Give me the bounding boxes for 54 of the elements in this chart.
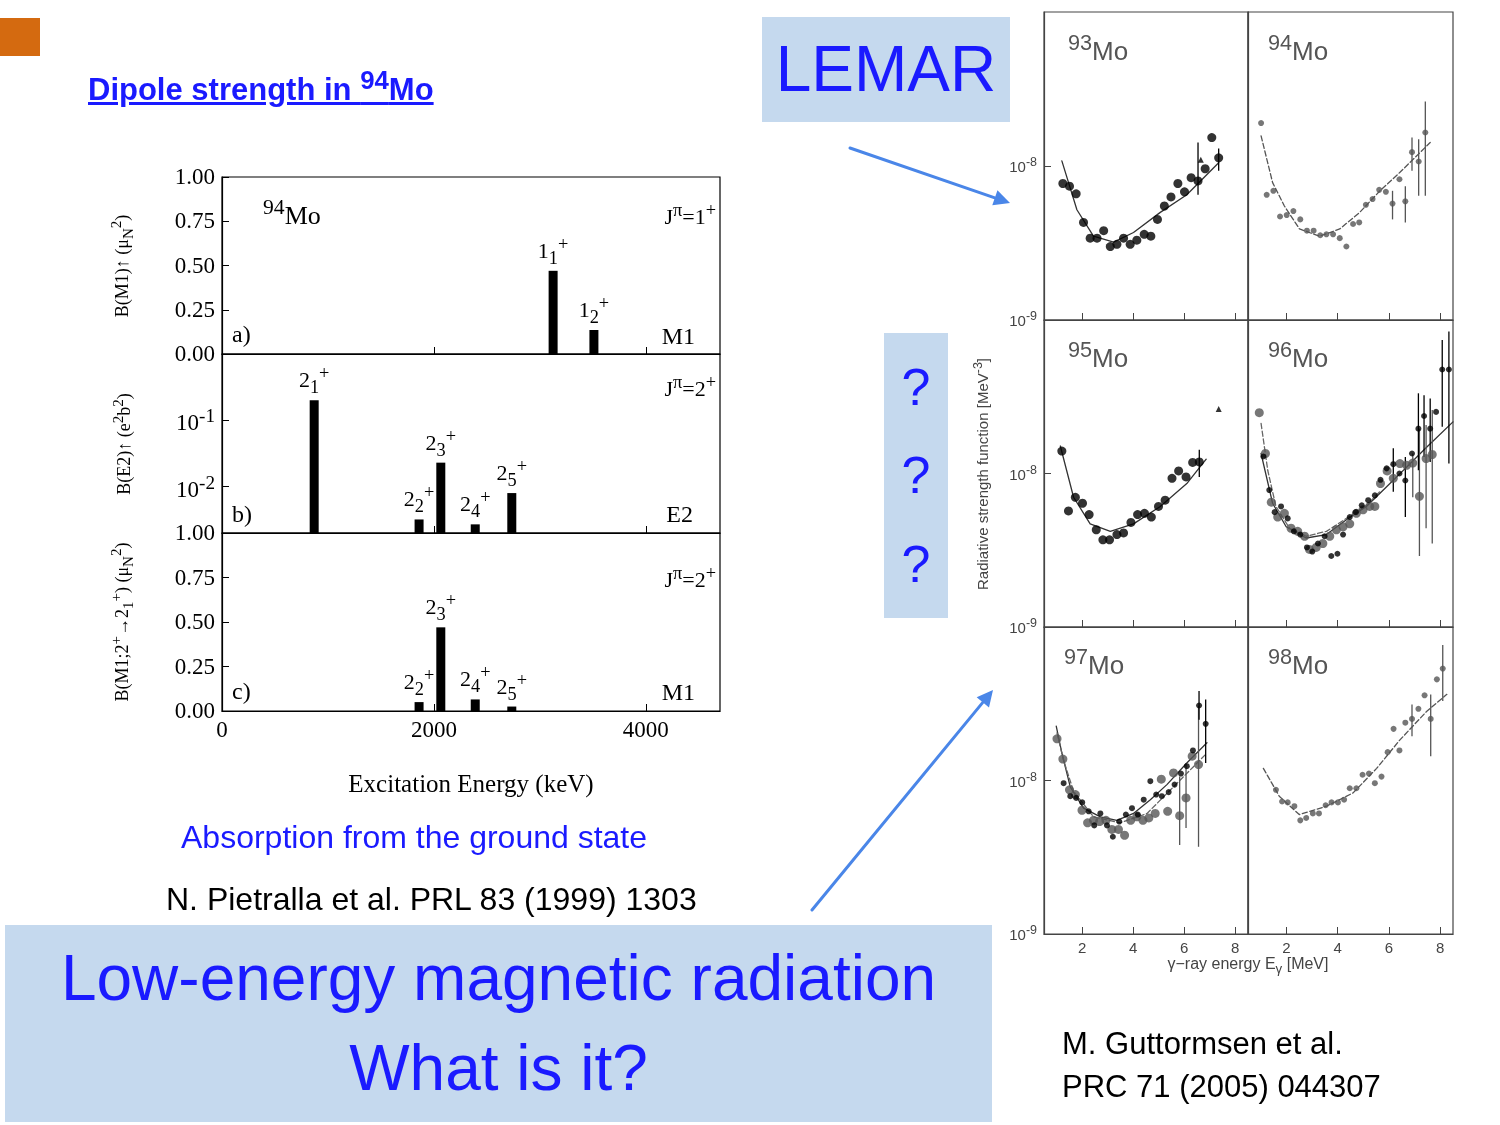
- x-axis-title: γ−ray energy E$_{γ}$ [MeV]: [1167, 955, 1329, 977]
- y-tick-label: 0.25: [174, 297, 215, 323]
- x-tick-label: 2: [1078, 939, 1087, 957]
- y-tick-label: 10$^{-8}$: [1009, 462, 1037, 484]
- y-tick-label: 0.75: [174, 564, 215, 591]
- text: LEMAR: [762, 17, 1010, 122]
- annotation: c): [232, 677, 251, 706]
- x-axis-title: Excitation Energy (keV): [348, 770, 594, 798]
- x-tick-label: 4: [1333, 939, 1342, 957]
- annotation: $^{95}$Mo: [1068, 337, 1129, 374]
- x-tick-label: 6: [1384, 939, 1394, 957]
- y-tick-label: 0.50: [174, 252, 215, 279]
- annotation: $^{94}$Mo: [263, 194, 321, 231]
- annotation: $^{94}$Mo: [1268, 30, 1329, 67]
- x-tick-label: 8: [1436, 939, 1445, 957]
- text: M. Guttormsen et al. PRC 71 (2005) 044307: [1062, 1025, 1381, 1107]
- x-tick-label: 0: [216, 717, 228, 743]
- y-tick-label: 1.00: [174, 520, 215, 546]
- annotation: $^{98}$Mo: [1268, 644, 1329, 681]
- annotation: b): [232, 500, 252, 529]
- x-tick-label: 4000: [622, 717, 669, 743]
- annotation: $^{93}$Mo: [1068, 30, 1129, 67]
- x-tick-label: 6: [1180, 939, 1189, 957]
- annotation: J$^{π}$=2$^{+}$: [664, 372, 716, 403]
- y-tick-label: 0.75: [174, 208, 215, 234]
- y-tick-label: 0.50: [174, 609, 215, 635]
- text: ? ? ?: [884, 333, 948, 618]
- annotation: M1: [661, 322, 695, 351]
- x-tick-label: 2: [1282, 939, 1291, 957]
- text: Absorption from the ground state: [181, 818, 648, 857]
- y-tick-label: 10$^{-9}$: [1009, 923, 1037, 944]
- x-tick-label: 4: [1129, 939, 1138, 957]
- y-tick-label: 0.00: [174, 341, 215, 367]
- annotation: $^{96}$Mo: [1268, 337, 1329, 374]
- annotation: a): [232, 320, 251, 349]
- y-tick-label: 0.25: [174, 653, 215, 680]
- text: Low-energy magnetic radiation What is it?: [5, 925, 992, 1122]
- y-tick-label: 10$^{-8}$: [1009, 769, 1037, 791]
- y-tick-label: 1.00: [174, 164, 215, 190]
- annotation: J$^{π}$=2$^{+}$: [664, 563, 716, 594]
- chart-title: Dipole strength in $^{94}$Mo: [88, 66, 434, 109]
- y-tick-label: 0.00: [174, 698, 215, 724]
- y-tick-label: 10$^{-9}$: [1009, 616, 1037, 637]
- text: N. Pietralla et al. PRL 83 (1999) 1303: [166, 880, 697, 919]
- x-tick-label: 8: [1231, 939, 1240, 957]
- y-tick-label: 10$^{-1}$: [176, 404, 215, 436]
- y-tick-label: 10$^{-2}$: [176, 471, 215, 503]
- annotation: E2: [666, 500, 693, 529]
- annotation: $^{97}$Mo: [1064, 644, 1125, 681]
- annotation: J$^{π}$=1$^{+}$: [664, 200, 716, 231]
- annotation: M1: [661, 678, 695, 707]
- x-tick-label: 2000: [410, 717, 457, 743]
- y-tick-label: 10$^{-8}$: [1009, 155, 1037, 176]
- y-tick-label: 10$^{-9}$: [1009, 309, 1037, 330]
